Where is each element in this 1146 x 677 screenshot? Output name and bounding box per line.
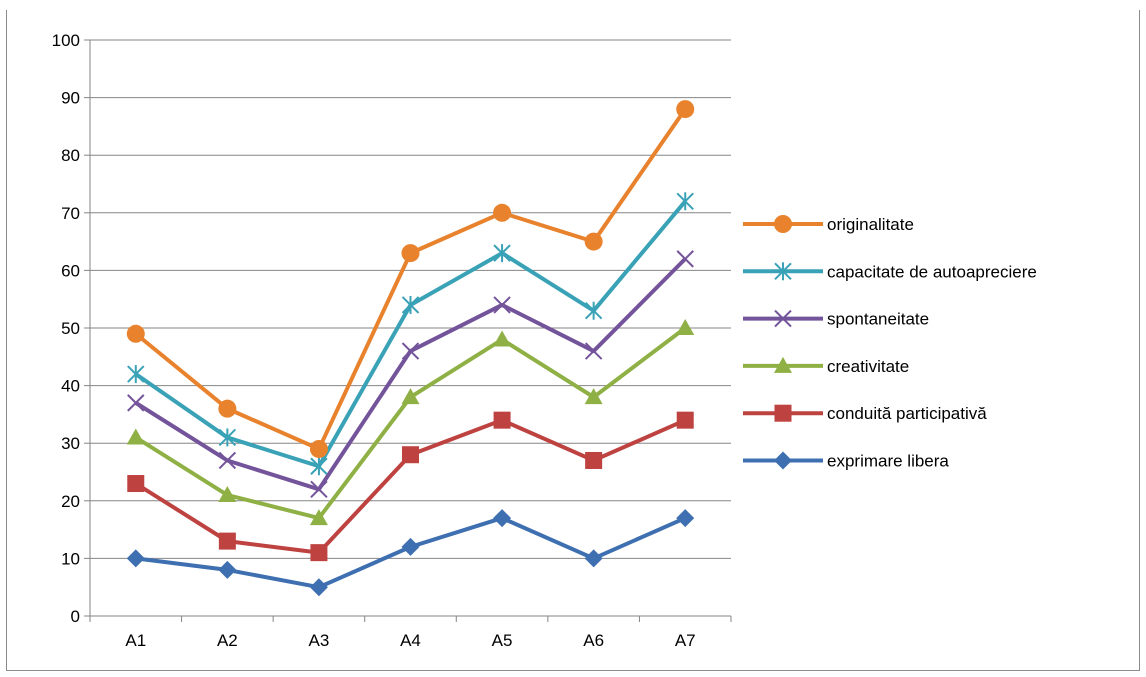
data-point (676, 100, 695, 119)
data-point (493, 203, 512, 222)
data-point (676, 411, 694, 429)
y-tick-label: 50 (61, 319, 80, 338)
y-tick-label: 70 (61, 204, 80, 223)
data-point (493, 330, 512, 347)
x-tick-label: A5 (492, 631, 513, 650)
legend-item: conduită participativă (743, 404, 987, 423)
series-line (134, 418, 687, 555)
data-point (584, 342, 603, 360)
data-point (401, 388, 420, 405)
y-tick-label: 60 (61, 261, 80, 280)
data-point (127, 394, 145, 412)
data-point (676, 319, 695, 335)
data-point (585, 451, 603, 469)
y-tick-label: 0 (71, 607, 80, 626)
series-line (134, 199, 687, 469)
data-point (126, 428, 145, 445)
y-tick-label: 100 (52, 31, 80, 50)
data-point (126, 549, 145, 568)
y-tick-label: 10 (61, 549, 80, 568)
legend-item: spontaneitate (743, 310, 929, 329)
y-tick-label: 80 (61, 146, 80, 165)
legend-marker (774, 309, 792, 328)
data-point (676, 250, 694, 268)
legend-label: conduită participativă (827, 404, 987, 423)
chart-area (6, 10, 1140, 671)
data-point (218, 428, 237, 447)
data-point (401, 537, 420, 556)
legend-label: originalitate (827, 215, 914, 234)
data-point (676, 192, 694, 211)
data-point (584, 549, 603, 568)
data-point (493, 509, 512, 528)
data-point (584, 301, 603, 320)
y-tick-label: 40 (61, 377, 80, 396)
data-point (493, 296, 511, 314)
data-point (309, 578, 328, 597)
legend-label: creativitate (827, 357, 909, 376)
data-point (218, 532, 236, 550)
data-point (309, 439, 328, 458)
legend: originalitate capacitate de autoapreciere… (743, 215, 1037, 471)
data-point (310, 457, 328, 476)
data-point (584, 388, 603, 405)
y-tick-label: 30 (61, 434, 80, 453)
data-point (493, 411, 511, 429)
legend-marker (774, 404, 792, 422)
data-point (126, 324, 145, 343)
legend-item: originalitate (743, 215, 914, 234)
x-tick-label: A1 (125, 631, 146, 650)
data-point (127, 475, 145, 493)
legend-item: creativitate (743, 356, 909, 376)
legend-marker (774, 262, 792, 281)
data-point (584, 232, 603, 251)
gridlines (90, 39, 731, 559)
data-point (127, 365, 145, 384)
x-tick-label: A4 (400, 631, 421, 650)
data-point (401, 342, 420, 360)
legend-marker (774, 215, 792, 233)
data-point (310, 544, 328, 562)
data-point (401, 244, 420, 263)
x-tick-label: A7 (675, 631, 696, 650)
legend-marker (774, 356, 792, 373)
data-point (493, 244, 511, 263)
x-tick-label: A2 (217, 631, 238, 650)
data-point (401, 295, 420, 314)
data-point (402, 446, 419, 464)
legend-item: capacitate de autoapreciere (743, 262, 1037, 281)
legend-item: exprimare libera (743, 451, 949, 471)
x-tick-label: A3 (309, 631, 330, 650)
y-tick-label: 90 (61, 89, 80, 108)
data-point (309, 509, 328, 526)
data-point (676, 509, 695, 528)
data-point (218, 560, 237, 579)
data-point (218, 451, 237, 470)
series-lines (126, 100, 695, 597)
legend-label: exprimare libera (827, 452, 949, 471)
series-line (134, 326, 687, 521)
y-tick-label: 20 (61, 492, 80, 511)
data-point (218, 486, 237, 503)
legend-label: spontaneitate (827, 310, 929, 329)
data-point (310, 480, 328, 498)
axes: 0 10 20 30 40 50 60 70 80 90 100 A1 A2 A3 A4 A5 A6 A7 (52, 31, 732, 650)
data-point (218, 399, 237, 418)
legend-label: capacitate de autoapreciere (827, 262, 1037, 281)
legend-marker (774, 451, 792, 470)
x-tick-label: A6 (583, 631, 604, 650)
